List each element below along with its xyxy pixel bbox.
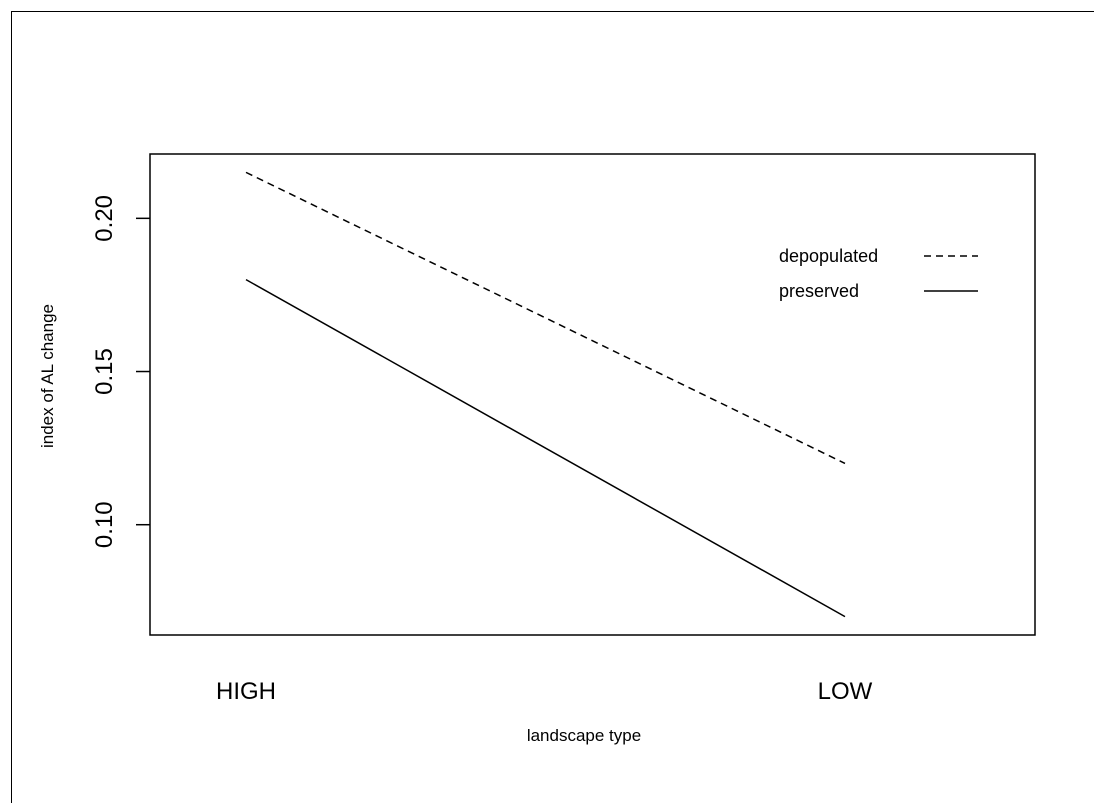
figure-frame (11, 11, 1094, 803)
legend: depopulated preserved (779, 246, 978, 301)
x-category-label: HIGH (216, 678, 276, 705)
y-tick-label: 0.10 (91, 501, 118, 548)
x-axis-title: landscape type (527, 726, 641, 745)
x-axis: HIGH LOW (216, 678, 873, 705)
y-tick-label: 0.15 (91, 348, 118, 395)
series-layer (245, 171, 846, 618)
series-line-preserved (245, 278, 846, 618)
plot-area-border (149, 153, 1036, 636)
y-tick-label: 0.20 (91, 195, 118, 242)
y-axis: 0.10 0.15 0.20 (91, 195, 150, 548)
legend-label-preserved: preserved (779, 281, 859, 301)
legend-label-depopulated: depopulated (779, 246, 878, 266)
y-axis-title: index of AL change (38, 304, 57, 448)
x-category-label: LOW (818, 678, 873, 705)
series-line-depopulated (245, 171, 846, 465)
